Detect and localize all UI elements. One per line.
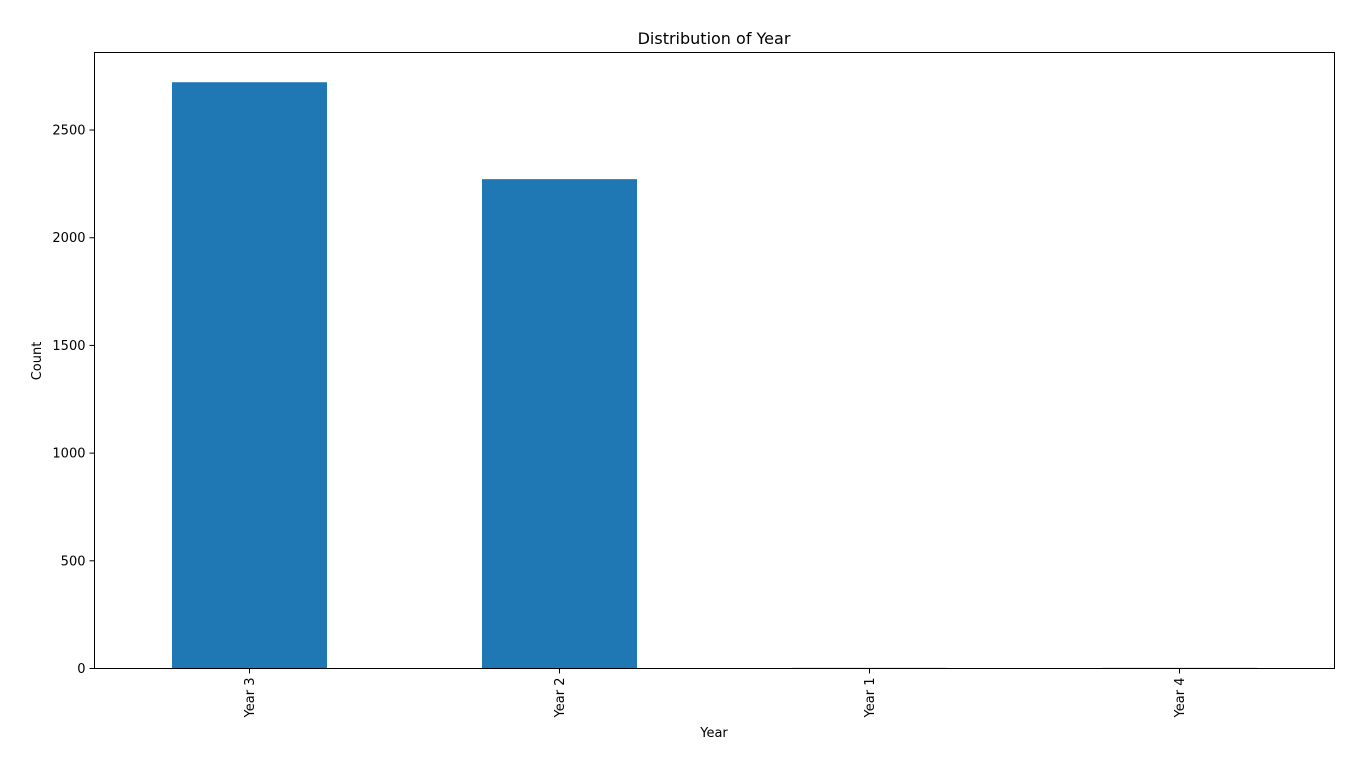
y-axis: 0 500 1000 1500 2000 2500 [52, 124, 95, 677]
y-tick-label: 500 [61, 554, 86, 569]
x-tick-label: Year 4 [1173, 678, 1188, 719]
x-tick-label: Year 1 [863, 678, 878, 719]
x-tick-label: Year 3 [243, 678, 258, 719]
bar-year-3 [172, 82, 327, 669]
y-tick-label: 0 [77, 662, 85, 677]
x-axis: Year 3 Year 2 Year 1 Year 4 [243, 668, 1188, 719]
y-axis-title: Count [30, 342, 45, 381]
bar-year-2 [482, 179, 637, 669]
x-axis-title: Year [699, 726, 728, 741]
chart-title: Distribution of Year [638, 29, 791, 48]
x-tick-label: Year 2 [553, 678, 568, 719]
bars-group [172, 82, 1257, 669]
y-tick-label: 1500 [52, 339, 85, 354]
y-tick-label: 2500 [52, 124, 85, 139]
y-tick-label: 2000 [52, 231, 85, 246]
plot-frame [94, 52, 1335, 669]
y-tick-label: 1000 [52, 447, 85, 462]
